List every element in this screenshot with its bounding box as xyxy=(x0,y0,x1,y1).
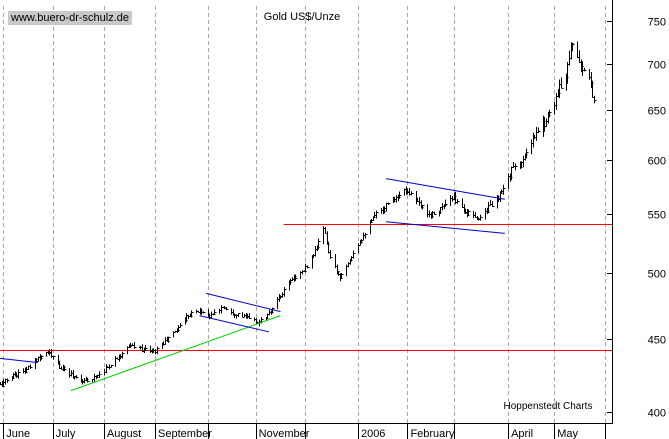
horizontal-support-lines xyxy=(0,224,612,351)
y-tick-label: 450 xyxy=(648,335,666,347)
y-tick-label: 750 xyxy=(648,17,666,29)
x-tick-label: April xyxy=(511,428,533,439)
trend-line xyxy=(385,178,505,200)
y-tick-label: 500 xyxy=(648,269,666,281)
y-tick-label: 400 xyxy=(648,408,666,420)
y-tick-label: 550 xyxy=(648,210,666,222)
x-tick-label: September xyxy=(158,428,212,439)
chart-title: Gold US$/Unze xyxy=(264,11,340,23)
vertical-grid xyxy=(3,6,606,423)
trend-line xyxy=(0,357,38,364)
y-tick-label: 600 xyxy=(648,156,666,168)
x-axis: June July August September November 2006 Febru… xyxy=(3,423,606,439)
x-tick-label: 2006 xyxy=(361,428,385,439)
plot-frame xyxy=(0,0,613,424)
trend-line xyxy=(199,315,269,333)
x-tick-label: February xyxy=(410,428,455,439)
y-tick-label: 650 xyxy=(648,106,666,118)
x-tick-label: August xyxy=(107,428,141,439)
source-label: Hoppenstedt Charts xyxy=(504,401,593,412)
y-tick-label: 700 xyxy=(648,60,666,72)
x-tick-label: November xyxy=(259,428,310,439)
trend-line xyxy=(206,292,281,313)
x-tick-label: May xyxy=(557,428,578,439)
trend-line xyxy=(385,221,505,234)
trend-lines xyxy=(0,178,505,392)
x-tick-label: July xyxy=(56,428,76,439)
trend-line xyxy=(70,315,281,392)
price-bars xyxy=(0,41,597,387)
watermark: www.buero-dr-schulz.de xyxy=(8,11,132,25)
y-axis: 400 450 500 550 600 650 700 750 xyxy=(607,17,666,420)
x-tick-label: June xyxy=(6,428,30,439)
